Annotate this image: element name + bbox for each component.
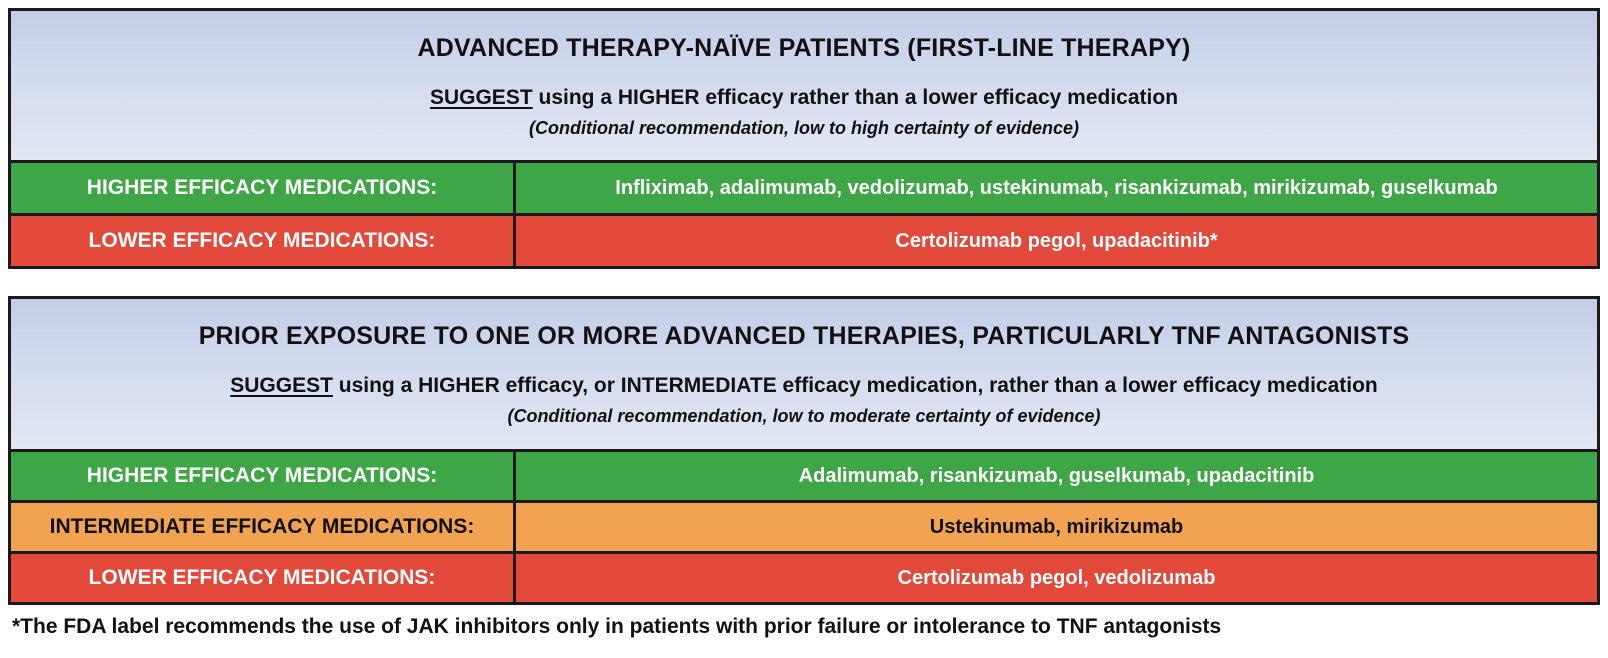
lower-efficacy-label: LOWER EFFICACY MEDICATIONS: [11,216,516,266]
recommendation-keyword: SUGGEST [429,86,533,109]
panel-title: ADVANCED THERAPY-NAÏVE PATIENTS (FIRST-L… [417,34,1191,62]
lower-efficacy-row: LOWER EFFICACY MEDICATIONS: Certolizumab… [11,551,1597,602]
recommendation-text: using a HIGHER efficacy, or INTERMEDIATE… [332,374,1378,397]
higher-efficacy-label: HIGHER EFFICACY MEDICATIONS: [11,452,516,500]
higher-efficacy-row: HIGHER EFFICACY MEDICATIONS: Adalimumab,… [11,449,1597,500]
evidence-note: (Conditional recommendation, low to mode… [507,406,1101,426]
panel-prior-exposure-header: PRIOR EXPOSURE TO ONE OR MORE ADVANCED T… [11,299,1597,449]
recommendation-keyword: SUGGEST [230,374,333,397]
panel-therapy-naive: ADVANCED THERAPY-NAÏVE PATIENTS (FIRST-L… [8,8,1600,269]
recommendation-text: using a HIGHER efficacy rather than a lo… [532,86,1179,109]
lower-efficacy-medications: Certolizumab pegol, upadacitinib* [895,229,1218,252]
panel-therapy-naive-header: ADVANCED THERAPY-NAÏVE PATIENTS (FIRST-L… [11,11,1597,160]
evidence-note: (Conditional recommendation, low to high… [528,118,1080,138]
lower-efficacy-label: LOWER EFFICACY MEDICATIONS: [11,554,516,602]
intermediate-efficacy-row: INTERMEDIATE EFFICACY MEDICATIONS: Ustek… [11,500,1597,551]
panel-prior-exposure: PRIOR EXPOSURE TO ONE OR MORE ADVANCED T… [8,296,1600,605]
recommendation-line: SUGGEST using a HIGHER efficacy rather t… [11,86,1597,110]
lower-efficacy-medications: Certolizumab pegol, vedolizumab [897,566,1216,589]
fda-footnote: *The FDA label recommends the use of JAK… [12,615,1222,638]
panel-title: PRIOR EXPOSURE TO ONE OR MORE ADVANCED T… [198,322,1410,350]
higher-efficacy-row: HIGHER EFFICACY MEDICATIONS: Infliximab,… [11,160,1597,213]
lower-efficacy-row: LOWER EFFICACY MEDICATIONS: Certolizumab… [11,213,1597,266]
higher-efficacy-medications: Adalimumab, risankizumab, guselkumab, up… [798,464,1315,487]
recommendation-line: SUGGEST using a HIGHER efficacy, or INTE… [11,374,1597,398]
intermediate-efficacy-medications: Ustekinumab, mirikizumab [929,515,1184,538]
intermediate-efficacy-label: INTERMEDIATE EFFICACY MEDICATIONS: [11,503,516,551]
higher-efficacy-label: HIGHER EFFICACY MEDICATIONS: [11,163,516,213]
higher-efficacy-medications: Infliximab, adalimumab, vedolizumab, ust… [615,176,1498,199]
